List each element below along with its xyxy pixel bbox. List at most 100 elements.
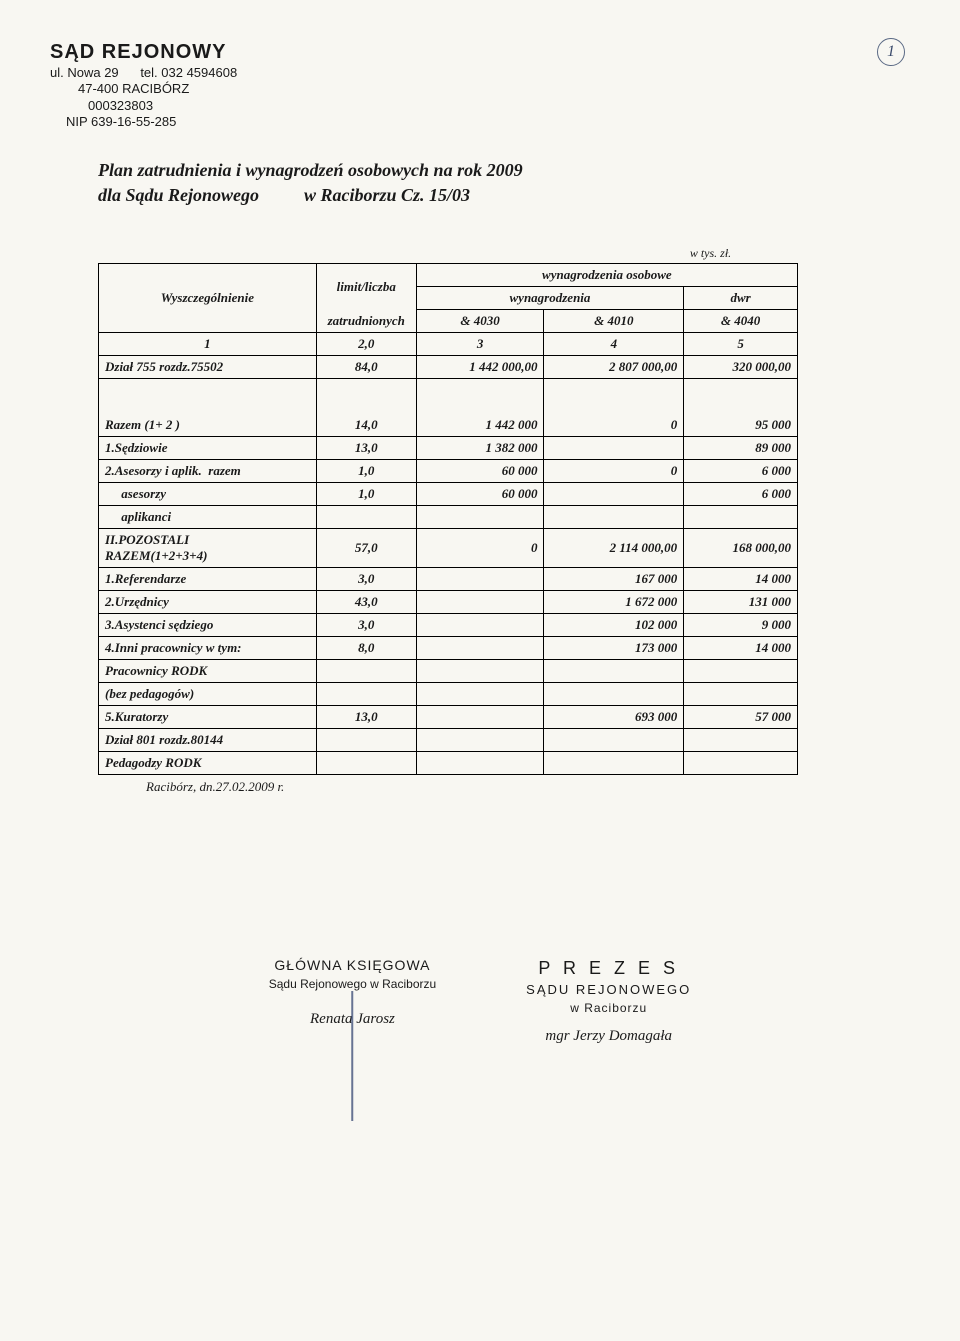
table-row: II.POZOSTALIRAZEM(1+2+3+4)57,002 114 000…: [99, 529, 798, 568]
unit-note: w tys. zł.: [623, 246, 798, 261]
header-col2-bottom: zatrudnionych: [316, 310, 416, 333]
table-row: aplikanci: [99, 506, 798, 529]
row-count: 14,0: [316, 379, 416, 437]
table-row: 1.Referendarze3,0167 00014 000: [99, 568, 798, 591]
header-group-top: wynagrodzenia osobowe: [416, 264, 797, 287]
row-count: 3,0: [316, 614, 416, 637]
row-val-4010: 2 114 000,00: [544, 529, 684, 568]
row-val-4030: 0: [416, 529, 544, 568]
title-line2: dla Sądu Rejonowego w Raciborzu Cz. 15/0…: [98, 183, 910, 208]
row-val-4030: [416, 752, 544, 775]
row-count: 8,0: [316, 637, 416, 660]
letterhead: SĄD REJONOWY ul. Nowa 29 tel. 032 459460…: [50, 40, 910, 130]
row-count: [316, 752, 416, 775]
row-val-4030: [416, 637, 544, 660]
row-val-4040: [684, 752, 798, 775]
row-label: 1.Referendarze: [99, 568, 317, 591]
row-val-4010: 0: [544, 379, 684, 437]
table-row: Pedagodzy RODK: [99, 752, 798, 775]
sig-right-name: mgr Jerzy Domagała: [526, 1026, 691, 1048]
row-label: Pedagodzy RODK: [99, 752, 317, 775]
row-val-4040: 168 000,00: [684, 529, 798, 568]
column-number-row: 1 2,0 3 4 5: [99, 333, 798, 356]
table-row: 5.Kuratorzy13,0693 00057 000: [99, 706, 798, 729]
table-container: w tys. zł. Wyszczególnienie limit/liczba…: [98, 246, 798, 795]
sig-left-title: GŁÓWNA KSIĘGOWA: [269, 955, 436, 975]
row-val-4030: [416, 706, 544, 729]
row-val-4010: [544, 660, 684, 683]
row-label: Dział 755 rozdz.75502: [99, 356, 317, 379]
letterhead-line2: ul. Nowa 29 tel. 032 4594608: [50, 65, 910, 81]
row-label: 3.Asystenci sędziego: [99, 614, 317, 637]
row-label: 2.Asesorzy i aplik. razem: [99, 460, 317, 483]
row-val-4010: [544, 437, 684, 460]
table-row: Dział 801 rozdz.80144: [99, 729, 798, 752]
row-label: aplikanci: [99, 506, 317, 529]
header-sub3: & 4040: [684, 310, 798, 333]
row-val-4010: [544, 506, 684, 529]
row-val-4040: 95 000: [684, 379, 798, 437]
row-count: [316, 506, 416, 529]
row-val-4010: 2 807 000,00: [544, 356, 684, 379]
table-row: Razem (1+ 2 )14,01 442 000095 000: [99, 379, 798, 437]
row-val-4030: [416, 568, 544, 591]
row-count: [316, 683, 416, 706]
row-val-4030: [416, 660, 544, 683]
row-val-4040: 6 000: [684, 460, 798, 483]
row-count: 84,0: [316, 356, 416, 379]
row-label: Razem (1+ 2 ): [99, 379, 317, 437]
data-table: Wyszczególnienie limit/liczba wynagrodze…: [98, 263, 798, 775]
letterhead-line5: NIP 639-16-55-285: [50, 114, 910, 130]
row-val-4010: [544, 483, 684, 506]
table-row: 4.Inni pracownicy w tym:8,0173 00014 000: [99, 637, 798, 660]
sig-left-sigline: [352, 991, 354, 1121]
row-val-4010: 173 000: [544, 637, 684, 660]
signatures-area: GŁÓWNA KSIĘGOWA Sądu Rejonowego w Racibo…: [50, 955, 910, 1047]
signature-right: P R E Z E S SĄDU REJONOWEGO w Raciborzu …: [526, 955, 691, 1047]
row-val-4040: 131 000: [684, 591, 798, 614]
row-val-4040: 320 000,00: [684, 356, 798, 379]
sig-right-loc: w Raciborzu: [526, 1000, 691, 1017]
row-count: [316, 660, 416, 683]
row-count: [316, 729, 416, 752]
header-sub2: & 4010: [544, 310, 684, 333]
row-val-4030: [416, 591, 544, 614]
colnum-3: 3: [416, 333, 544, 356]
row-val-4030: [416, 506, 544, 529]
page-number-circle: 1: [877, 38, 905, 66]
row-val-4030: [416, 683, 544, 706]
colnum-5: 5: [684, 333, 798, 356]
row-val-4030: 1 382 000: [416, 437, 544, 460]
row-label: 4.Inni pracownicy w tym:: [99, 637, 317, 660]
row-label: II.POZOSTALIRAZEM(1+2+3+4): [99, 529, 317, 568]
letterhead-line1: SĄD REJONOWY: [50, 40, 910, 65]
row-val-4030: [416, 614, 544, 637]
row-count: 1,0: [316, 483, 416, 506]
row-val-4010: 167 000: [544, 568, 684, 591]
row-val-4010: 102 000: [544, 614, 684, 637]
letterhead-line4: 000323803: [50, 98, 910, 114]
row-label: Dział 801 rozdz.80144: [99, 729, 317, 752]
table-row: 1.Sędziowie13,01 382 00089 000: [99, 437, 798, 460]
row-label: 2.Urzędnicy: [99, 591, 317, 614]
colnum-2: 2,0: [316, 333, 416, 356]
row-val-4040: 9 000: [684, 614, 798, 637]
row-val-4030: 1 442 000,00: [416, 356, 544, 379]
row-label: (bez pedagogów): [99, 683, 317, 706]
header-dwr: dwr: [684, 287, 798, 310]
sig-right-title: P R E Z E S: [526, 955, 691, 981]
document-title: Plan zatrudnienia i wynagrodzeń osobowyc…: [98, 158, 910, 208]
row-val-4010: [544, 729, 684, 752]
header-col1: Wyszczególnienie: [99, 264, 317, 333]
table-header: Wyszczególnienie limit/liczba wynagrodze…: [99, 264, 798, 333]
row-val-4030: [416, 729, 544, 752]
row-val-4040: 6 000: [684, 483, 798, 506]
table-row: asesorzy1,060 0006 000: [99, 483, 798, 506]
row-count: 3,0: [316, 568, 416, 591]
page-number-value: 1: [887, 43, 895, 61]
row-val-4010: 1 672 000: [544, 591, 684, 614]
row-count: 43,0: [316, 591, 416, 614]
footer-date: Racibórz, dn.27.02.2009 r.: [146, 779, 798, 795]
header-wyn: wynagrodzenia: [416, 287, 683, 310]
row-label: 1.Sędziowie: [99, 437, 317, 460]
